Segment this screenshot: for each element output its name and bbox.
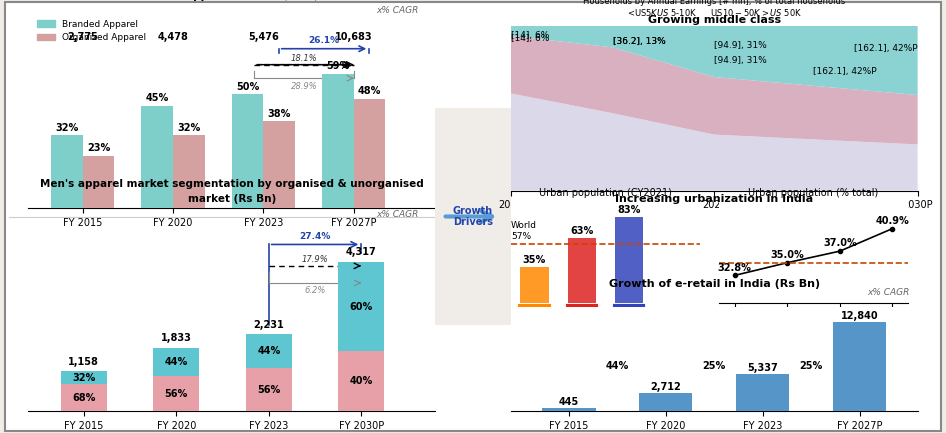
Bar (263, 121, 295, 208)
Text: [94.9], 31%: [94.9], 31% (714, 55, 767, 65)
Text: 1,158: 1,158 (68, 357, 99, 367)
Text: x% CAGR: x% CAGR (377, 6, 419, 15)
Text: 44%: 44% (605, 361, 629, 372)
Text: x% CAGR: x% CAGR (377, 210, 419, 219)
Text: 5,337: 5,337 (747, 363, 778, 373)
Text: 56%: 56% (165, 388, 188, 398)
Text: 18.1%: 18.1% (290, 54, 318, 63)
Text: [14], 6%: [14], 6% (511, 34, 550, 43)
FancyBboxPatch shape (5, 2, 941, 431)
Bar (153, 376, 200, 411)
Bar (173, 135, 204, 208)
Text: 44%: 44% (165, 357, 188, 367)
Text: 27.4%: 27.4% (299, 232, 331, 241)
Text: 26.1%: 26.1% (308, 36, 340, 45)
Text: 83%: 83% (618, 205, 640, 215)
Bar (323, 74, 354, 208)
Text: [94.9], 31%: [94.9], 31% (714, 41, 767, 50)
Bar (639, 393, 692, 411)
Text: 35%: 35% (523, 255, 546, 265)
Text: 4,478: 4,478 (158, 32, 188, 42)
Bar (568, 238, 596, 303)
Text: x% CAGR: x% CAGR (867, 288, 909, 297)
Text: 23%: 23% (87, 143, 110, 153)
Bar (82, 155, 114, 208)
Text: Growth
Drivers: Growth Drivers (453, 206, 493, 227)
Text: [14], 6%: [14], 6% (511, 31, 550, 40)
Bar (61, 371, 107, 384)
Bar (615, 217, 643, 303)
Text: [162.1], 42%P: [162.1], 42%P (854, 44, 918, 53)
Bar (51, 135, 82, 208)
Text: 25%: 25% (703, 361, 726, 372)
Bar (832, 323, 886, 411)
Bar (542, 408, 596, 411)
Bar (232, 94, 263, 208)
Text: World
57%: World 57% (511, 221, 536, 241)
Text: 50%: 50% (236, 82, 259, 92)
Text: 28.9%: 28.9% (290, 82, 318, 90)
Bar (520, 267, 549, 303)
Text: 6.2%: 6.2% (305, 286, 325, 295)
Bar (153, 348, 200, 376)
Text: 40.9%: 40.9% (875, 216, 909, 226)
Text: 2,775: 2,775 (67, 32, 98, 42)
Text: [36.2], 13%: [36.2], 13% (613, 38, 665, 46)
Text: 25%: 25% (799, 361, 823, 372)
Bar (338, 352, 384, 411)
Text: 12,840: 12,840 (841, 311, 878, 321)
Text: Households by Annual Earnings [# mn], % of total households: Households by Annual Earnings [# mn], % … (583, 0, 846, 6)
Text: 1,833: 1,833 (161, 333, 192, 343)
Text: <US$ 5K      US$ 5-10K      US$ 10-50K      >US$ 50K: <US$ 5K US$ 5-10K US$ 10-50K >US$ 50K (626, 7, 802, 18)
Text: 44%: 44% (257, 346, 280, 356)
Bar (141, 106, 173, 208)
Text: 17.9%: 17.9% (302, 255, 328, 264)
Text: 32%: 32% (72, 373, 96, 383)
Text: [36.2], 13%: [36.2], 13% (613, 38, 665, 46)
Text: 63%: 63% (570, 226, 593, 236)
Text: 5,476: 5,476 (248, 32, 279, 42)
Text: 60%: 60% (350, 301, 373, 311)
Bar (354, 99, 385, 208)
Text: [162.1], 42%P: [162.1], 42%P (814, 67, 877, 76)
Bar (246, 334, 292, 368)
Text: Growth of e-retail in India (Rs Bn): Growth of e-retail in India (Rs Bn) (608, 279, 820, 289)
Text: 35.0%: 35.0% (770, 250, 804, 260)
Title: Growing middle class: Growing middle class (648, 15, 780, 25)
Text: 68%: 68% (72, 393, 96, 403)
Text: 32%: 32% (177, 123, 201, 133)
Text: 59%: 59% (326, 61, 350, 71)
Text: Men's apparel market segmentation by organised & unorganised: Men's apparel market segmentation by org… (40, 180, 424, 190)
Text: 32.8%: 32.8% (718, 262, 752, 272)
Bar (246, 368, 292, 411)
Text: Increasing urbanization in India: Increasing urbanization in India (615, 194, 814, 204)
Bar (338, 262, 384, 352)
Text: market (Rs Bn): market (Rs Bn) (187, 194, 276, 204)
Text: 40%: 40% (350, 376, 373, 386)
Legend: Branded Apparel, Organized Apparel: Branded Apparel, Organized Apparel (33, 16, 149, 45)
Text: 2,231: 2,231 (254, 320, 284, 330)
Bar (736, 375, 789, 411)
Title: Urban population (% total): Urban population (% total) (748, 188, 879, 198)
Text: 37.0%: 37.0% (823, 238, 857, 248)
Text: 10,683: 10,683 (335, 32, 373, 42)
Bar (61, 384, 107, 411)
Text: 56%: 56% (257, 385, 280, 394)
Text: 32%: 32% (55, 123, 79, 133)
Text: 445: 445 (559, 397, 579, 407)
Text: 48%: 48% (358, 87, 381, 97)
Text: 45%: 45% (146, 93, 168, 103)
Text: 4,317: 4,317 (346, 247, 377, 257)
Title: Urban population (CY2021): Urban population (CY2021) (539, 188, 672, 198)
Text: 38%: 38% (268, 109, 291, 119)
Text: 2,712: 2,712 (651, 381, 681, 391)
